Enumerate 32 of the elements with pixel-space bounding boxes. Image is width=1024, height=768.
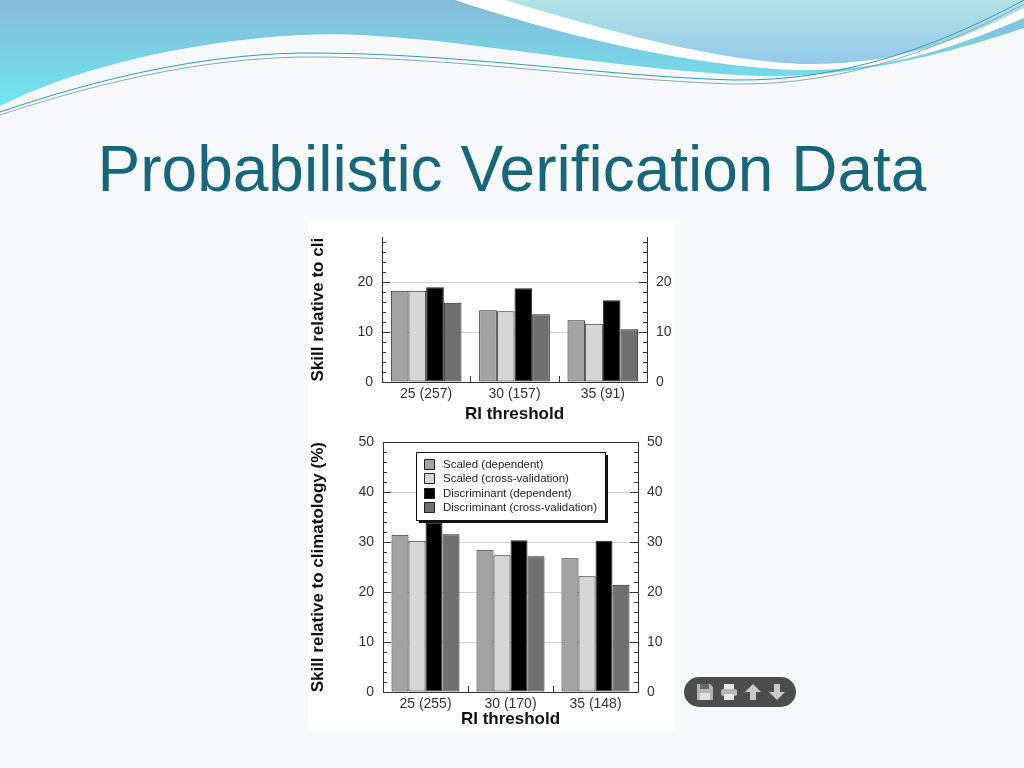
y2-tick-label: 50: [647, 433, 663, 450]
chart-title: Probabilistic Verification Data: [96, 133, 928, 205]
y-tick-label: 0: [366, 682, 375, 699]
y2-tick-label: 0: [647, 682, 655, 699]
legend-label: Discriminant (cross-validation): [443, 501, 598, 514]
x-tick-label: 25 (255): [399, 695, 452, 712]
legend-label: Scaled (dependent): [443, 457, 544, 470]
legend-label: Discriminant (dependent): [443, 486, 572, 499]
y-tick-label: 20: [358, 583, 375, 600]
y2-tick-label: 40: [647, 483, 663, 500]
y2-tick-label: 10: [656, 323, 672, 339]
y-axis-title: Skill relative to cli: [307, 237, 327, 382]
y2-tick-label: 10: [647, 632, 663, 649]
x-axis-title: RI threshold: [464, 404, 565, 424]
y2-tick-label: 0: [656, 372, 664, 389]
x-tick-label: 25 (257): [400, 385, 453, 402]
y2-tick-label: 30: [647, 533, 663, 550]
y2-tick-label: 20: [656, 273, 672, 290]
y-tick-label: 0: [365, 372, 374, 389]
x-tick-label: 30 (157): [488, 385, 541, 402]
x-tick-label: 30 (170): [484, 695, 537, 712]
y-tick-label: 30: [358, 533, 375, 550]
x-tick-label: 35 (91): [580, 385, 626, 402]
y-tick-label: 40: [358, 483, 375, 500]
y-tick-label: 50: [358, 433, 375, 450]
x-tick-label: 35 (148): [569, 695, 622, 712]
y-axis-title: Skill relative to climatology (%): [307, 442, 327, 693]
legend-label: Scaled (cross-validation): [443, 472, 570, 485]
y-tick-label: 10: [357, 323, 374, 339]
y2-tick-label: 20: [647, 583, 663, 600]
y-tick-label: 10: [358, 632, 375, 649]
y-tick-label: 20: [357, 273, 374, 290]
